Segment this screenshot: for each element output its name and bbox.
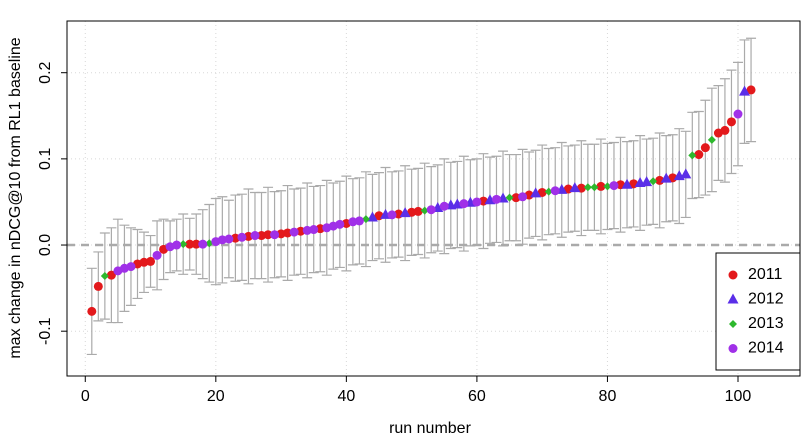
data-point (621, 178, 633, 189)
data-point (707, 135, 716, 144)
data-point (335, 219, 345, 229)
data-point (420, 206, 429, 215)
data-point (733, 109, 743, 119)
data-point (87, 306, 97, 316)
data-point (198, 239, 208, 249)
data-point (603, 182, 612, 191)
legend: 2011 2012 2013 2014 (715, 252, 801, 371)
data-point (569, 182, 581, 193)
data-point (309, 225, 319, 235)
data-point (250, 231, 260, 241)
data-point (720, 125, 730, 135)
data-point (583, 183, 592, 192)
data-point (426, 205, 436, 215)
data-point (596, 181, 606, 191)
legend-marker (729, 320, 737, 328)
data-point (544, 187, 553, 196)
data-point (459, 199, 469, 209)
data-point (100, 272, 109, 281)
data-point (491, 194, 501, 204)
data-point (361, 215, 370, 224)
data-point (93, 281, 103, 291)
data-point (726, 117, 736, 127)
legend-label: 2013 (748, 315, 784, 332)
y-tick-label: 0.2 (37, 61, 54, 83)
x-tick-label: 100 (725, 388, 752, 405)
data-point (366, 211, 378, 222)
data-point (472, 197, 482, 207)
data-point (146, 256, 156, 266)
data-point (660, 172, 672, 183)
y-tick-label: 0.1 (37, 148, 54, 170)
data-point (205, 239, 214, 248)
x-tick-label: 60 (468, 388, 486, 405)
data-point (439, 201, 449, 211)
data-point (550, 186, 560, 196)
data-point (530, 187, 542, 198)
data-point (609, 181, 619, 191)
data-point (179, 240, 188, 249)
data-point (152, 250, 162, 260)
legend-marker (728, 344, 738, 353)
y-tick-label: -0.1 (37, 317, 54, 345)
data-point (746, 85, 756, 95)
data-point (185, 239, 195, 249)
data-point (680, 168, 692, 179)
data-point (106, 270, 116, 280)
data-point (505, 193, 514, 202)
y-axis-label: max change in nDCG@10 from RL1 baseline (7, 37, 24, 358)
data-point (739, 85, 751, 96)
data-point (641, 176, 653, 187)
data-point (399, 207, 411, 218)
legend-label: 2012 (748, 291, 784, 308)
data-point (224, 234, 234, 244)
data-point (289, 227, 299, 237)
legend-label: 2014 (748, 340, 784, 357)
x-tick-label: 20 (207, 388, 225, 405)
x-tick-label: 80 (599, 388, 617, 405)
data-point (688, 151, 697, 160)
legend-marker (728, 270, 738, 280)
plot-frame (66, 20, 801, 377)
data-point (537, 187, 547, 197)
data-point (354, 216, 364, 226)
data-point (191, 239, 201, 249)
data-point (518, 192, 528, 202)
x-tick-label: 40 (337, 388, 355, 405)
x-tick-label: 0 (81, 388, 90, 405)
data-point (700, 143, 710, 153)
data-point (649, 177, 658, 186)
data-point (237, 232, 247, 242)
data-point (270, 230, 280, 240)
y-tick-label: 0.0 (37, 234, 54, 256)
legend-label: 2011 (748, 266, 783, 283)
data-point (413, 206, 423, 216)
legend-marker (727, 293, 739, 304)
data-point (172, 240, 182, 250)
x-axis-label: run number (389, 420, 471, 437)
data-point (126, 262, 136, 272)
data-point (694, 150, 704, 160)
data-point (387, 210, 397, 220)
data-point (590, 183, 599, 192)
data-point (263, 230, 273, 240)
